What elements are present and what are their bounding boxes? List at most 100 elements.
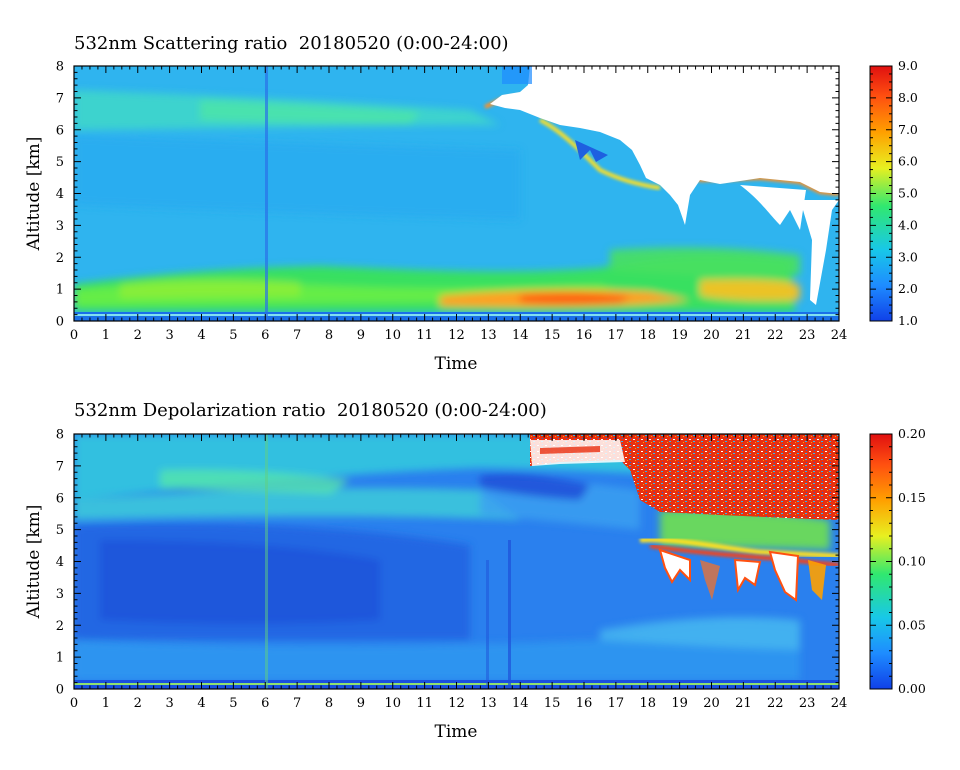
scattering-ratio-colorbar-tick-label: 6.0 (898, 154, 918, 169)
scattering-ratio-x-tick-label: 10 (384, 328, 401, 343)
cloud-no-signal (658, 548, 691, 584)
scattering-ratio-x-tick-label: 24 (831, 328, 848, 343)
scattering-ratio-x-tick-label: 15 (544, 328, 561, 343)
depolarization-ratio-x-tick-label: 16 (576, 696, 593, 711)
scattering-ratio-x-tick-label: 9 (357, 328, 365, 343)
depolarization-ratio-y-ticks: 0 1 2 3 4 5 6 7 8 (56, 428, 839, 698)
scattering-ratio-y-tick-label: 0 (56, 315, 64, 330)
scattering-ratio-x-tick-label: 0 (70, 328, 78, 343)
scattering-ratio-x-tick-label: 22 (767, 328, 784, 343)
scattering-ratio-x-tick-label: 7 (293, 328, 301, 343)
depolarization-ratio-x-tick-label: 2 (134, 696, 142, 711)
scattering-ratio-x-tick-label: 14 (512, 328, 529, 343)
scattering-ratio-x-tick-label: 2 (134, 328, 142, 343)
depolarization-ratio-x-tick-label: 15 (544, 696, 561, 711)
scattering-ratio-x-tick-label: 13 (480, 328, 497, 343)
depolarization-ratio-x-tick-label: 13 (480, 696, 497, 711)
depolarization-ratio-x-tick-label: 0 (70, 696, 78, 711)
depolarization-ratio-x-tick-label: 6 (261, 696, 269, 711)
scattering-ratio-x-tick-label: 20 (703, 328, 720, 343)
scattering-ratio-colorbar-tick-label: 1.0 (898, 313, 918, 328)
depolarization-ratio-colorbar-tick-label: 0.10 (898, 554, 926, 569)
depolarization-ratio-x-tick-label: 18 (639, 696, 656, 711)
scattering-ratio-x-tick-label: 3 (165, 328, 173, 343)
scattering-ratio-x-tick-label: 5 (229, 328, 237, 343)
depolarization-ratio-x-ticks: 0 1 2 3 4 5 6 7 8 9 10 11 12 13 14 15 16 17 18 19 20 21 22 23 24 (70, 434, 847, 711)
scattering-ratio-x-ticks: 0 1 2 3 4 5 6 7 8 9 10 11 12 13 14 15 16 17 18 19 20 21 22 23 24 (70, 66, 847, 343)
depolarization-ratio-y-tick-label: 3 (56, 587, 64, 602)
scattering-ratio-colorbar-tick-label: 8.0 (898, 90, 918, 105)
depolarization-ratio-x-tick-label: 5 (229, 696, 237, 711)
scattering-ratio-x-tick-label: 8 (325, 328, 333, 343)
scattering-ratio-x-tick-label: 11 (416, 328, 433, 343)
depolarization-ratio-x-tick-label: 3 (165, 696, 173, 711)
depolarization-ratio-y-tick-label: 1 (56, 651, 64, 666)
scattering-ratio-title: 532nm Scattering ratio 20180520 (0:00-24… (74, 33, 509, 54)
depolarization-ratio-colorbar-ticks: 0.00 0.05 0.10 0.15 0.20 (870, 426, 926, 696)
depolarization-ratio-x-tick-label: 12 (448, 696, 465, 711)
scattering-ratio-x-tick-label: 23 (799, 328, 816, 343)
depolarization-ratio-x-tick-label: 7 (293, 696, 301, 711)
scattering-ratio-colorbar-tick-label: 3.0 (898, 249, 918, 264)
depolarization-ratio-x-tick-label: 19 (671, 696, 688, 711)
scattering-ratio-y-tick-label: 5 (56, 155, 64, 170)
scattering-ratio-y-tick-label: 2 (56, 251, 64, 266)
scattering-ratio-y-tick-label: 7 (56, 91, 64, 106)
depolarization-ratio-colorbar-tick-label: 0.00 (898, 681, 926, 696)
depolarization-ratio-x-tick-label: 23 (799, 696, 816, 711)
depolarization-ratio-x-tick-label: 8 (325, 696, 333, 711)
depolarization-ratio-x-tick-label: 14 (512, 696, 529, 711)
scattering-ratio-y-tick-label: 8 (56, 60, 64, 75)
depolarization-ratio-x-tick-label: 21 (735, 696, 752, 711)
scattering-ratio-x-tick-label: 16 (576, 328, 593, 343)
depolarization-ratio-colorbar-tick-label: 0.20 (898, 426, 926, 441)
depolarization-ratio-x-tick-label: 11 (416, 696, 433, 711)
scattering-ratio-y-axis-label: Altitude [km] (24, 137, 44, 252)
scattering-ratio-colorbar-tick-label: 7.0 (898, 122, 918, 137)
scattering-ratio-heatmap (74, 66, 839, 321)
depolarization-ratio-y-tick-label: 2 (56, 619, 64, 634)
scattering-ratio-x-tick-label: 19 (671, 328, 688, 343)
scattering-ratio-y-tick-label: 4 (56, 187, 64, 202)
scattering-ratio-colorbar-tick-label: 5.0 (898, 186, 918, 201)
scattering-ratio-x-tick-label: 1 (102, 328, 110, 343)
cloud-top-no-signal (490, 66, 839, 225)
scattering-ratio-x-axis-label: Time (435, 354, 478, 374)
depolarization-ratio-x-tick-label: 10 (384, 696, 401, 711)
depolarization-ratio-y-tick-label: 0 (56, 683, 64, 698)
depolarization-ratio-x-tick-label: 9 (357, 696, 365, 711)
depolarization-ratio-x-tick-label: 17 (608, 696, 625, 711)
depolarization-ratio-heatmap (74, 434, 839, 689)
scattering-ratio-colorbar-tick-label: 2.0 (898, 281, 918, 296)
scattering-ratio-colorbar-tick-label: 4.0 (898, 217, 918, 232)
depolarization-ratio-y-axis-label: Altitude [km] (24, 505, 44, 620)
scattering-ratio-x-tick-label: 18 (639, 328, 656, 343)
scattering-ratio-y-tick-label: 6 (56, 123, 64, 138)
depolarization-ratio-colorbar-tick-label: 0.15 (898, 490, 926, 505)
ice-cloud-edge (639, 537, 839, 559)
scattering-ratio-y-tick-label: 3 (56, 219, 64, 234)
depolarization-ratio-y-tick-label: 4 (56, 555, 64, 570)
scattering-ratio-colorbar: 1.0 2.0 3.0 4.0 5.0 6.0 7.0 8.0 9.0 (869, 58, 918, 328)
scattering-ratio-colorbar-ticks: 1.0 2.0 3.0 4.0 5.0 6.0 7.0 8.0 9.0 (870, 58, 918, 328)
scattering-ratio-x-tick-label: 21 (735, 328, 752, 343)
depolarization-ratio-y-tick-label: 7 (56, 459, 64, 474)
depolarization-ratio-x-tick-label: 1 (102, 696, 110, 711)
depolarization-ratio-panel: 532nm Depolarization ratio 20180520 (0:0… (24, 400, 926, 742)
scattering-ratio-x-tick-label: 17 (608, 328, 625, 343)
depolarization-ratio-colorbar: 0.00 0.05 0.10 0.15 0.20 (869, 426, 926, 696)
scattering-ratio-colorbar-tick-label: 9.0 (898, 58, 918, 73)
depolarization-ratio-colorbar-tick-label: 0.05 (898, 617, 926, 632)
depolarization-ratio-x-tick-label: 4 (197, 696, 205, 711)
depolarization-ratio-x-tick-label: 24 (831, 696, 848, 711)
scattering-ratio-x-tick-label: 4 (197, 328, 205, 343)
scattering-ratio-x-tick-label: 12 (448, 328, 465, 343)
depolarization-ratio-y-tick-label: 5 (56, 523, 64, 538)
scattering-ratio-x-tick-label: 6 (261, 328, 269, 343)
scattering-ratio-panel: 532nm Scattering ratio 20180520 (0:00-24… (24, 33, 918, 374)
depolarization-ratio-x-tick-label: 20 (703, 696, 720, 711)
scattering-ratio-y-tick-label: 1 (56, 283, 64, 298)
depolarization-ratio-x-axis-label: Time (435, 722, 478, 742)
depolarization-ratio-title: 532nm Depolarization ratio 20180520 (0:0… (74, 400, 547, 421)
